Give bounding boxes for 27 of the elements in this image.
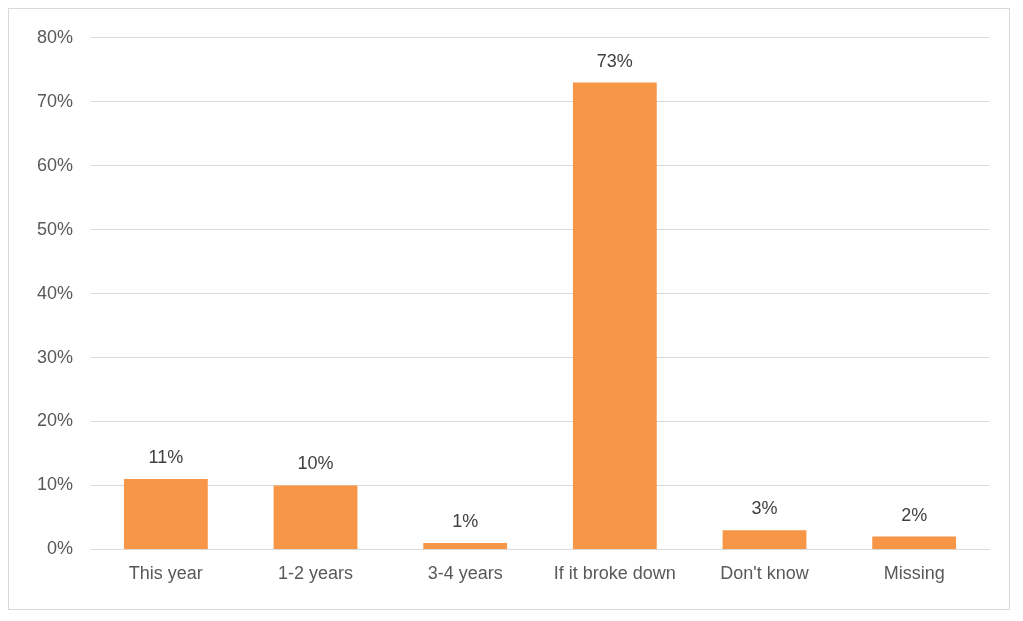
x-tick-label: Missing [883,563,945,584]
data-label: 2% [901,504,928,525]
data-label: 1% [452,510,479,531]
bar [572,82,657,549]
bar [872,536,957,549]
y-tick-label: 30% [37,346,74,367]
data-label: 10% [297,453,334,474]
y-tick-label: 0% [47,538,74,559]
x-tick-label: This year [128,563,203,584]
y-tick-label: 20% [37,410,74,431]
x-tick-label: 3-4 years [427,563,503,584]
bar [273,485,358,549]
bar [423,543,508,549]
y-tick-label: 80% [37,26,74,47]
data-label: 73% [596,50,633,71]
x-tick-label: Don't know [720,563,810,584]
data-label: 3% [751,498,778,519]
bar [722,530,807,549]
bar [123,479,208,549]
y-tick-label: 40% [37,282,74,303]
x-tick-label: If it broke down [553,563,676,584]
x-tick-label: 1-2 years [278,563,354,584]
y-tick-label: 60% [37,154,74,175]
y-tick-label: 70% [37,90,74,111]
y-tick-label: 50% [37,218,74,239]
y-tick-label: 10% [37,474,74,495]
data-label: 11% [148,447,184,468]
